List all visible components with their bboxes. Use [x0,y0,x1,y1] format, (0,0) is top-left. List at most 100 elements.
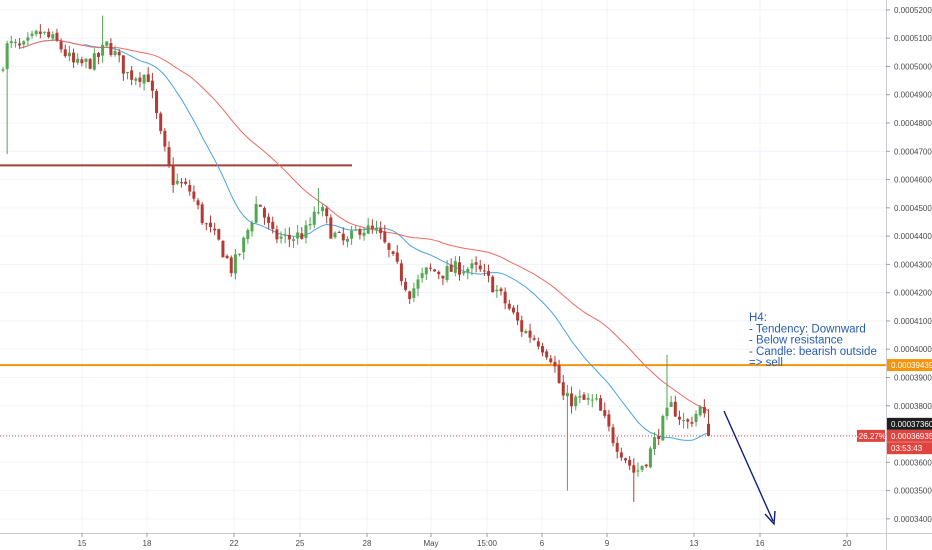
candle [636,462,640,477]
candle-body [702,407,706,414]
candle [329,214,333,239]
candle [420,267,424,283]
candle [238,253,242,257]
candle [63,44,67,58]
candle [250,220,254,237]
candle-body [204,223,208,225]
candle-body [88,59,92,69]
candle-body [333,232,337,238]
candle [628,455,632,470]
candle [707,409,710,436]
candle-body [1,69,5,71]
candle-body [578,396,582,398]
candle-body [18,43,22,46]
candle [673,395,677,418]
support-resistance-lines [0,164,886,437]
candle [528,323,532,343]
candle [296,224,300,245]
candle [43,31,46,35]
candle [524,329,528,334]
candle-body [117,51,121,56]
candle-body [370,225,374,229]
candle [1,66,5,73]
candle [109,38,113,57]
candle-body [416,279,420,289]
candle [171,157,175,193]
candle-body [437,271,441,275]
candle-body [682,420,686,422]
candle-body [677,416,681,420]
candle-body [67,52,71,57]
candle-body [536,341,540,347]
time-tick-label: 18 [143,539,152,548]
tag-text: 0.00039439 [891,361,932,370]
percent-change-tag: -26.27% [856,429,886,442]
candle [150,72,154,99]
candle [565,384,569,491]
candle-body [532,338,536,340]
candle-body [196,200,200,206]
candle [648,446,652,469]
candle [5,40,9,155]
candle [653,432,657,456]
candle [458,256,461,281]
candle-body [38,31,42,34]
candle [292,236,295,248]
candle-body [43,31,46,33]
time-tick-label: 28 [363,539,372,548]
candle-body [599,398,603,411]
candle [200,202,204,225]
candle [196,197,200,210]
annotation-line: H4: [749,312,767,324]
candle [184,177,188,186]
candle-body [200,204,204,224]
candle [101,15,105,63]
candle [88,57,92,70]
candle [358,227,362,240]
candle-body [516,312,520,321]
annotation-line: - Below resistance [749,335,843,347]
candle [362,227,366,241]
candle [632,458,636,502]
candle [686,418,690,429]
candle-body [379,228,383,234]
candle-body [283,234,287,236]
candle-body [26,37,30,41]
candle-body [632,465,636,473]
candle-body [574,396,578,407]
candle-body [233,254,237,274]
candle-body [221,240,225,258]
candle-body [594,398,598,400]
candle-body [412,288,416,298]
annotation-line: - Candle: bearish outside [749,346,877,358]
forecast-arrow [723,410,776,526]
candle-body [171,165,175,185]
candle-body [105,41,109,46]
candle-body [262,208,266,218]
candle-body [607,414,611,427]
time-tick-label: May [423,539,438,548]
candle [399,259,403,286]
candle-body [507,303,511,309]
candle-body [271,221,275,230]
candle [445,259,449,283]
candle [30,30,34,39]
candle [26,32,30,46]
time-tick-label: 20 [843,539,852,548]
candle [698,405,702,417]
candle [96,51,100,65]
candle-body [553,361,557,367]
candle [557,359,561,384]
candle-body [524,331,528,334]
candle [487,264,491,283]
candle [283,228,287,244]
candle [391,250,395,256]
candle [615,436,619,459]
candle [192,185,196,202]
